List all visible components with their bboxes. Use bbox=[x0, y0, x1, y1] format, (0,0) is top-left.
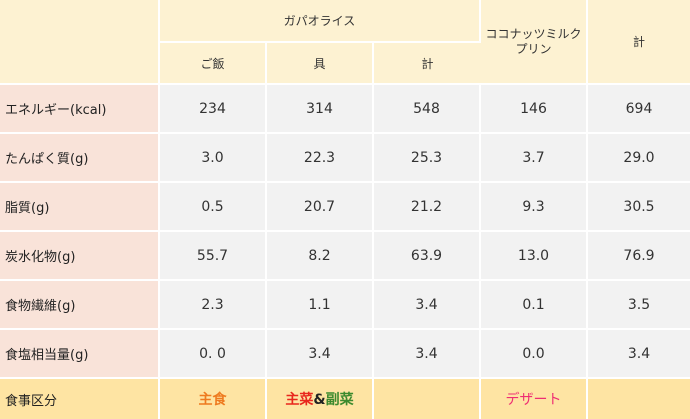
table-cell: 30.5 bbox=[588, 183, 690, 232]
row-label-fat: 脂質(g) bbox=[0, 183, 160, 232]
table-cell: 0.1 bbox=[481, 281, 588, 330]
table-cell: 3.4 bbox=[267, 330, 374, 379]
table-cell: 63.9 bbox=[374, 232, 481, 281]
empty-footer-cell bbox=[374, 379, 481, 419]
table-cell: 29.0 bbox=[588, 134, 690, 183]
ampersand: & bbox=[313, 392, 326, 408]
table-row: 食物繊維(g) 2.3 1.1 3.4 0.1 3.5 bbox=[0, 281, 690, 330]
table-cell: 234 bbox=[160, 85, 267, 134]
table-cell: 694 bbox=[588, 85, 690, 134]
table-row: 炭水化物(g) 55.7 8.2 63.9 13.0 76.9 bbox=[0, 232, 690, 281]
gapao-rice-header: ガパオライス bbox=[160, 0, 481, 43]
empty-footer-cell bbox=[588, 379, 690, 419]
total-header: 計 bbox=[588, 0, 690, 85]
table-cell: 3.4 bbox=[588, 330, 690, 379]
table-cell: 314 bbox=[267, 85, 374, 134]
coconut-pudding-label: ココナッツミルクプリン bbox=[485, 26, 582, 56]
staple-tag: 主食 bbox=[198, 392, 227, 408]
table-row: エネルギー(kcal) 234 314 548 146 694 bbox=[0, 85, 690, 134]
dessert-tag: デザート bbox=[505, 392, 562, 408]
table-cell: 146 bbox=[481, 85, 588, 134]
table-cell: 3.7 bbox=[481, 134, 588, 183]
table-cell: 13.0 bbox=[481, 232, 588, 281]
table-cell: 2.3 bbox=[160, 281, 267, 330]
gapao-total-subheader: 計 bbox=[374, 43, 481, 85]
table-cell: 3.4 bbox=[374, 281, 481, 330]
staple-cell: 主食 bbox=[160, 379, 267, 419]
table-cell: 1.1 bbox=[267, 281, 374, 330]
coconut-pudding-header: ココナッツミルクプリン bbox=[481, 0, 588, 85]
table-cell: 0.5 bbox=[160, 183, 267, 232]
table-cell: 3.4 bbox=[374, 330, 481, 379]
table-row: 脂質(g) 0.5 20.7 21.2 9.3 30.5 bbox=[0, 183, 690, 232]
table-cell: 9.3 bbox=[481, 183, 588, 232]
table-cell: 22.3 bbox=[267, 134, 374, 183]
dessert-cell: デザート bbox=[481, 379, 588, 419]
table-cell: 76.9 bbox=[588, 232, 690, 281]
row-label-energy: エネルギー(kcal) bbox=[0, 85, 160, 134]
table-row: たんぱく質(g) 3.0 22.3 25.3 3.7 29.0 bbox=[0, 134, 690, 183]
table-cell: 3.0 bbox=[160, 134, 267, 183]
table-cell: 55.7 bbox=[160, 232, 267, 281]
row-label-protein: たんぱく質(g) bbox=[0, 134, 160, 183]
table-cell: 20.7 bbox=[267, 183, 374, 232]
table-cell: 0.0 bbox=[481, 330, 588, 379]
main-side-cell: 主菜&副菜 bbox=[267, 379, 374, 419]
row-label-carbohydrate: 炭水化物(g) bbox=[0, 232, 160, 281]
table-cell: 548 bbox=[374, 85, 481, 134]
row-label-fiber: 食物繊維(g) bbox=[0, 281, 160, 330]
table-cell: 3.5 bbox=[588, 281, 690, 330]
main-dish-tag: 主菜 bbox=[285, 392, 314, 408]
row-label-salt: 食塩相当量(g) bbox=[0, 330, 160, 379]
topping-subheader: 具 bbox=[267, 43, 374, 85]
meal-category-row: 食事区分 主食 主菜&副菜 デザート bbox=[0, 379, 690, 419]
header-corner-cell bbox=[0, 0, 160, 85]
side-dish-tag: 副菜 bbox=[325, 392, 354, 408]
meal-category-label: 食事区分 bbox=[0, 379, 160, 419]
table-cell: 21.2 bbox=[374, 183, 481, 232]
table-cell: 8.2 bbox=[267, 232, 374, 281]
table-cell: 0. 0 bbox=[160, 330, 267, 379]
rice-subheader: ご飯 bbox=[160, 43, 267, 85]
table-cell: 25.3 bbox=[374, 134, 481, 183]
table-row: 食塩相当量(g) 0. 0 3.4 3.4 0.0 3.4 bbox=[0, 330, 690, 379]
